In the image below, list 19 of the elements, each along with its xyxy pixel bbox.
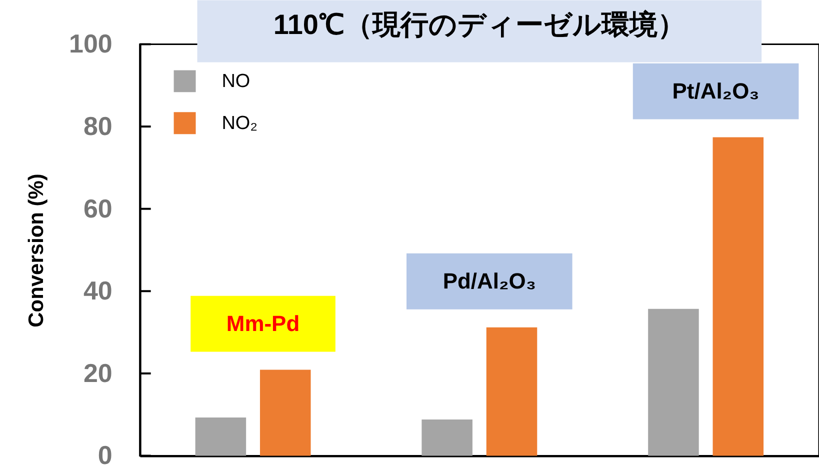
x-tick-label: Pt/Al₂O₃ [672,78,760,104]
bar [195,417,246,456]
bar [712,137,764,456]
y-tick-label: 100 [69,28,112,59]
legend-label: NO₂ [222,113,258,134]
x-tick-label: Mm-Pd [226,310,300,336]
y-tick-label: 40 [83,276,112,306]
y-tick-label: 0 [98,440,112,470]
chart-title: 110℃（現行のディーゼル環境） [273,9,686,40]
x-tick-label: Pd/Al₂O₃ [442,268,536,294]
y-tick-label: 20 [83,358,112,388]
bar [260,370,311,456]
y-axis-title: Conversion (%) [25,174,48,328]
bar [486,327,538,456]
bar [648,308,699,456]
y-tick-label: 60 [83,193,112,224]
bar [422,420,472,456]
y-tick-label: 80 [83,111,112,142]
legend-label: NO [222,71,250,92]
